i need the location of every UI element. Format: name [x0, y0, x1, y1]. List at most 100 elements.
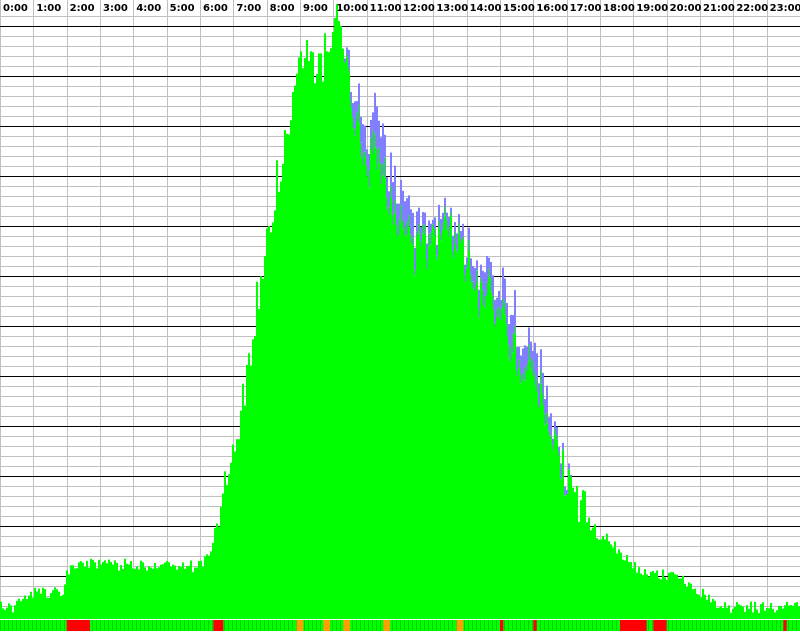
bar-secondary: [462, 223, 464, 237]
bar-secondary: [372, 112, 374, 131]
bar-primary: [138, 569, 140, 619]
bar-primary: [228, 474, 230, 619]
bar-primary: [734, 606, 736, 619]
bar-primary: [450, 215, 452, 619]
bar-primary: [562, 450, 564, 619]
bar-secondary: [488, 257, 490, 269]
bar-secondary: [362, 124, 364, 153]
bar-tertiary: [432, 224, 434, 228]
bar-primary: [252, 339, 254, 619]
bar-primary: [612, 547, 614, 619]
bar-tertiary: [496, 308, 498, 317]
bar-primary: [218, 526, 220, 619]
bar-primary: [388, 215, 390, 619]
bar-primary: [188, 565, 190, 619]
bar-primary: [546, 423, 548, 619]
bar-primary: [48, 597, 50, 619]
bar-tertiary: [352, 116, 354, 129]
bar-primary: [386, 209, 388, 619]
bar-primary: [178, 566, 180, 619]
bar-primary: [658, 578, 660, 619]
bar-primary: [22, 598, 24, 619]
x-tick-label: 0:00: [3, 3, 28, 14]
bar-primary: [150, 567, 152, 619]
bar-secondary: [494, 299, 496, 323]
bar-tertiary: [456, 249, 458, 253]
bar-tertiary: [444, 206, 446, 216]
x-tick-label: 21:00: [703, 3, 735, 14]
bar-primary: [752, 612, 754, 619]
bar-primary: [574, 492, 576, 619]
bar-primary: [528, 360, 530, 619]
bar-primary: [92, 559, 94, 619]
bar-primary: [412, 245, 414, 619]
bar-primary: [344, 62, 346, 619]
bar-primary: [294, 85, 296, 620]
bar-primary: [778, 606, 780, 619]
bar-primary: [68, 574, 70, 619]
bar-tertiary: [418, 223, 420, 234]
bar-primary: [652, 570, 654, 619]
bar-secondary: [522, 348, 524, 374]
bar-secondary: [344, 58, 346, 62]
bar-primary: [364, 156, 366, 620]
bar-primary: [20, 601, 22, 619]
bar-primary: [300, 51, 302, 620]
bar-primary: [358, 123, 360, 620]
bar-primary: [390, 198, 392, 620]
bar-primary: [614, 541, 616, 619]
bar-primary: [128, 564, 130, 619]
bar-primary: [754, 601, 756, 619]
bar-secondary: [496, 297, 498, 309]
bar-primary: [52, 590, 54, 619]
bar-primary: [342, 48, 344, 619]
bar-secondary: [376, 106, 378, 149]
bar-primary: [148, 566, 150, 619]
bar-secondary: [520, 355, 522, 375]
bar-primary: [220, 506, 222, 619]
bar-tertiary: [428, 233, 430, 246]
bar-primary: [606, 533, 608, 619]
bar-primary: [698, 594, 700, 619]
bar-tertiary: [472, 281, 474, 289]
bar-primary: [160, 564, 162, 619]
bar-secondary: [432, 219, 434, 225]
bar-tertiary: [492, 295, 494, 310]
bar-primary: [674, 574, 676, 619]
bar-primary: [304, 57, 306, 619]
bar-secondary: [570, 474, 572, 477]
bar-secondary: [486, 256, 488, 283]
status-strip: [0, 620, 800, 631]
bar-tertiary: [440, 233, 442, 241]
bar-tertiary: [408, 215, 410, 227]
bar-primary: [42, 587, 44, 619]
status-segment-red: [213, 620, 224, 631]
bar-primary: [56, 589, 58, 619]
bar-tertiary: [484, 296, 486, 308]
bar-primary: [738, 604, 740, 619]
bar-primary: [168, 562, 170, 619]
bar-primary: [438, 228, 440, 619]
bar-secondary: [384, 134, 386, 158]
bar-primary: [290, 120, 292, 620]
bar-tertiary: [504, 302, 506, 315]
x-tick-label: 9:00: [303, 3, 328, 14]
bar-tertiary: [554, 428, 556, 434]
bar-primary: [566, 494, 568, 619]
bar-primary: [152, 568, 154, 619]
bar-primary: [632, 568, 634, 619]
bar-primary: [174, 565, 176, 619]
bar-primary: [502, 307, 504, 619]
x-tick-label: 15:00: [503, 3, 535, 14]
bar-secondary: [528, 327, 530, 345]
bar-primary: [714, 600, 716, 619]
bar-primary: [46, 597, 48, 619]
bar-primary: [66, 570, 68, 619]
bar-secondary: [390, 152, 392, 187]
bar-primary: [492, 309, 494, 619]
bar-tertiary: [488, 268, 490, 276]
bar-primary: [586, 522, 588, 619]
bar-secondary: [360, 116, 362, 143]
bar-tertiary: [508, 344, 510, 359]
bar-tertiary: [518, 359, 520, 369]
